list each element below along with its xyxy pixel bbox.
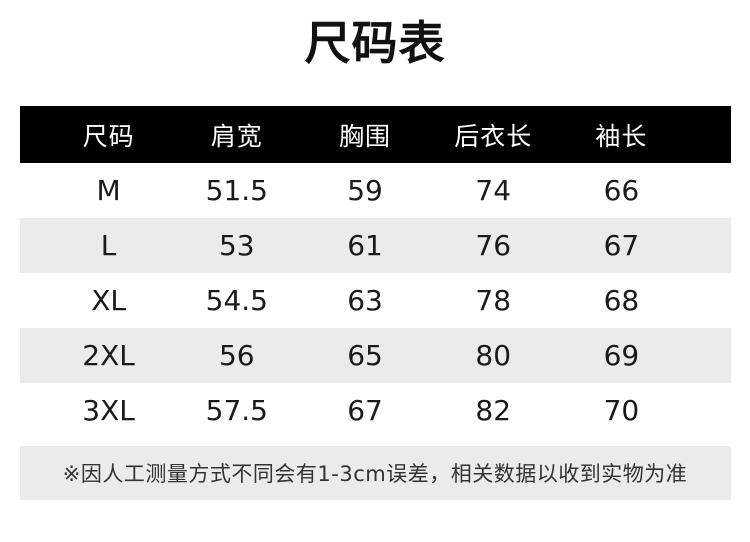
shoulder-width-cell: 56 — [218, 339, 255, 372]
header-back-length: 后衣长 — [454, 121, 533, 151]
back-length-cell: 74 — [475, 174, 512, 207]
shoulder-width-cell: 51.5 — [205, 174, 268, 207]
size-cell: 2XL — [82, 339, 135, 372]
size-cell: 3XL — [82, 394, 135, 427]
table-row-3xl: 3XL 57.5 67 82 70 — [19, 383, 731, 438]
back-length-cell: 78 — [475, 284, 512, 317]
size-chart-page: 尺码表 尺码 肩宽 胸围 后衣长 袖长 M 51.5 59 74 66 L 53… — [0, 14, 750, 500]
chest-cell: 65 — [347, 339, 383, 372]
shoulder-width-cell: 57.5 — [205, 394, 268, 427]
sleeve-length-cell: 69 — [603, 339, 640, 372]
header-size: 尺码 — [82, 121, 135, 151]
back-length-cell: 80 — [475, 339, 512, 372]
shoulder-width-cell: 53 — [218, 229, 255, 262]
chest-cell: 63 — [347, 284, 383, 317]
table-row-xl: XL 54.5 63 78 68 — [19, 273, 731, 328]
size-cell: XL — [91, 284, 126, 317]
size-table: 尺码 肩宽 胸围 后衣长 袖长 M 51.5 59 74 66 L 53 61 … — [19, 106, 731, 438]
size-cell: M — [96, 174, 121, 207]
table-row-m: M 51.5 59 74 66 — [19, 163, 731, 218]
sleeve-length-cell: 68 — [603, 284, 640, 317]
header-shoulder-width: 肩宽 — [210, 121, 263, 151]
header-sleeve-length: 袖长 — [595, 121, 648, 151]
measurement-note: ※因人工测量方式不同会有1-3cm误差，相关数据以收到实物为准 — [19, 446, 731, 500]
back-length-cell: 82 — [475, 394, 512, 427]
header-chest: 胸围 — [339, 121, 392, 151]
chest-cell: 67 — [347, 394, 383, 427]
back-length-cell: 76 — [475, 229, 512, 262]
sleeve-length-cell: 70 — [603, 394, 640, 427]
shoulder-width-cell: 54.5 — [205, 284, 268, 317]
sleeve-length-cell: 67 — [603, 229, 640, 262]
table-row-2xl: 2XL 56 65 80 69 — [19, 328, 731, 383]
table-row-l: L 53 61 76 67 — [19, 218, 731, 273]
chest-cell: 61 — [347, 229, 383, 262]
table-header-row: 尺码 肩宽 胸围 后衣长 袖长 — [19, 106, 731, 163]
chest-cell: 59 — [347, 174, 383, 207]
page-title: 尺码表 — [304, 16, 446, 70]
sleeve-length-cell: 66 — [603, 174, 640, 207]
size-cell: L — [100, 229, 117, 262]
